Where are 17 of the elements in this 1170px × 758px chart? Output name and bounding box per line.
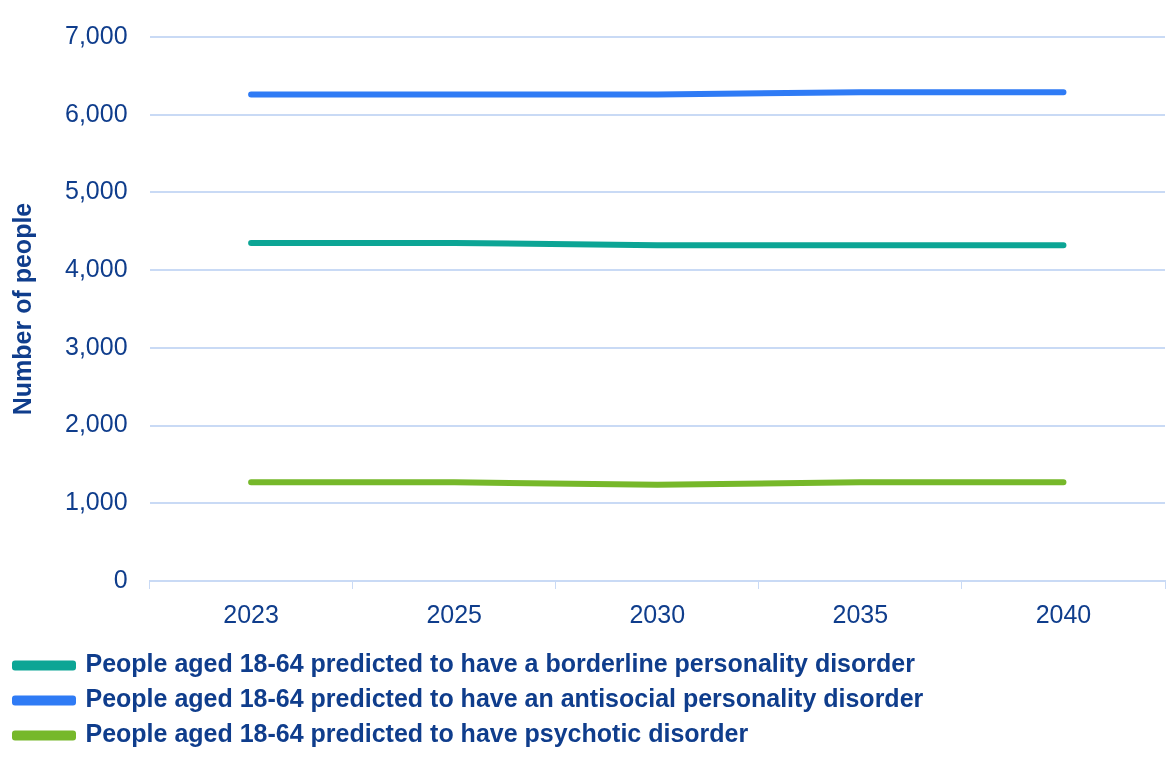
y-tick-label: 4,000 [65,254,128,283]
y-tick-label: 6,000 [65,98,128,127]
x-tick-label: 2040 [1035,599,1092,628]
y-axis-title: Number of people [7,202,36,416]
x-tick-label: 2035 [832,599,889,628]
y-tick-label: 1,000 [65,487,128,516]
x-tick-label: 2025 [426,599,483,628]
x-tick-label: 2030 [629,599,686,628]
x-tick-label: 2023 [223,599,279,628]
y-tick-label: 7,000 [65,20,128,49]
legend-label: People aged 18-64 predicted to have an antisocial personality disorder [85,684,924,713]
y-tick-label: 3,000 [65,331,128,360]
y-tick-label: 2,000 [65,409,128,438]
y-tick-label: 5,000 [65,176,128,205]
legend-label: People aged 18-64 predicted to have psychotic disorder [85,719,749,748]
legend-label: People aged 18-64 predicted to have a borderline personality disorder [85,649,916,678]
y-tick-label: 0 [113,564,128,593]
